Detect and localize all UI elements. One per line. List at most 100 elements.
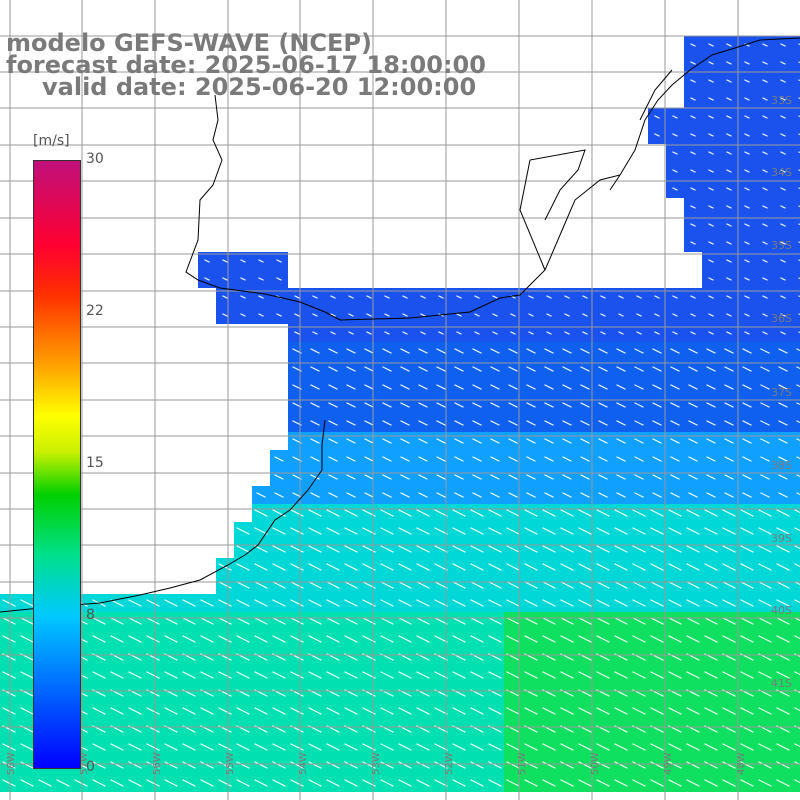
wind-arrow [472,420,482,426]
wind-arrow [780,331,786,335]
wind-arrow [508,456,518,462]
wind-arrow [726,223,732,227]
wind-arrow [326,527,340,535]
wind-arrow [776,671,790,679]
wind-arrow [434,707,448,715]
field-cell [792,360,800,378]
wind-arrow [614,509,628,517]
wind-arrow [416,707,430,715]
wind-arrow [508,438,518,444]
wind-arrow [524,545,538,553]
wind-arrow [456,295,462,299]
wind-arrow [580,492,590,498]
wind-arrow [344,509,358,517]
wind-arrow [668,509,682,517]
wind-arrow [416,743,430,751]
wind-arrow [236,545,250,553]
wind-arrow [762,169,768,173]
wind-arrow [560,761,574,769]
wind-arrow [452,617,466,625]
wind-arrow [598,474,608,480]
wind-arrow [652,438,662,444]
wind-arrow [722,761,736,769]
wind-arrow [490,384,500,390]
wind-arrow [740,599,754,607]
wind-arrow [596,509,610,517]
wind-arrow [382,438,392,444]
wind-arrow [164,761,178,769]
wind-arrow [798,133,800,136]
wind-arrow [508,420,518,426]
wind-arrow [614,635,628,643]
wind-arrow [560,779,574,787]
wind-arrow [434,761,448,769]
colorbar-tick: 22 [86,303,104,319]
wind-arrow [254,671,268,679]
wind-arrow [758,743,772,751]
wind-arrow [708,169,714,173]
wind-arrow [744,43,750,47]
wind-arrow [598,384,608,390]
wind-arrow [776,563,790,571]
wind-arrow [740,581,754,589]
colorbar-unit: [m/s] [33,133,70,149]
wind-arrow [382,384,392,390]
wind-arrow [472,384,482,390]
wind-arrow [706,384,716,390]
latitude-label: 40S [771,604,792,617]
wind-arrow [708,151,714,155]
wind-arrow [272,509,286,517]
wind-arrow [294,295,300,299]
wind-arrow [618,313,624,317]
wind-arrow [526,438,536,444]
wind-arrow [632,581,646,589]
wind-arrow [470,563,484,571]
wind-arrow [582,331,588,335]
wind-arrow [400,438,410,444]
wind-arrow [690,331,696,335]
latitude-label: 36S [771,312,792,325]
wind-arrow [416,581,430,589]
wind-arrow [688,492,698,498]
wind-arrow [616,402,626,408]
wind-arrow [2,617,16,625]
wind-arrow [686,509,700,517]
wind-arrow [128,635,142,643]
wind-arrow [794,509,800,514]
wind-arrow [380,743,394,751]
wind-arrow [382,474,392,480]
wind-arrow [256,492,266,498]
wind-arrow [690,79,696,83]
wind-arrow [726,151,732,155]
wind-arrow [706,474,716,480]
wind-arrow [740,527,754,535]
wind-arrow [542,743,556,751]
wind-arrow [560,563,574,571]
wind-arrow [580,366,590,372]
wind-arrow [434,527,448,535]
wind-arrow [310,402,320,408]
wind-arrow [110,743,124,751]
wind-arrow [578,779,592,787]
wind-arrow [434,635,448,643]
field-cell [792,666,800,684]
wind-arrow [760,384,770,390]
wind-arrow [688,348,698,354]
wind-arrow [650,635,664,643]
wind-arrow [652,474,662,480]
wind-arrow [438,331,444,335]
wind-arrow [276,277,282,281]
wind-arrow [780,133,786,137]
wind-arrow [20,761,34,769]
wind-arrow [452,743,466,751]
wind-arrow [632,509,646,517]
wind-arrow [778,474,788,480]
wind-arrow [146,761,160,769]
wind-arrow [110,761,124,769]
wind-arrow [400,420,410,426]
wind-arrow [744,331,750,335]
wind-arrow [402,313,408,317]
wind-arrow [380,707,394,715]
wind-arrow [526,474,536,480]
wind-arrow [560,527,574,535]
